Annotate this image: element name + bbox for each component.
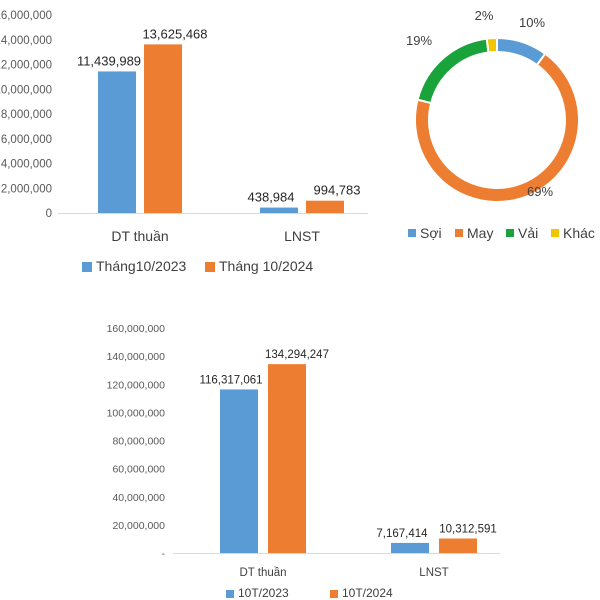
y-tick-label: 100,000,000 xyxy=(107,407,166,419)
data-label: 438,984 xyxy=(248,190,295,205)
x-category-label: DT thuần xyxy=(111,228,168,244)
bar-prev-1 xyxy=(391,542,429,553)
y-tick-label: 0 xyxy=(46,208,52,220)
legend-label: 10T/2023 xyxy=(238,586,289,600)
y-tick-label: 20,000,000 xyxy=(112,520,165,532)
y-tick-label: 10,000,000 xyxy=(0,84,52,96)
legend-swatch xyxy=(455,229,463,237)
legend-label: May xyxy=(467,225,493,241)
slice-percent-label: 69% xyxy=(527,184,553,199)
y-tick-label: 14,000,000 xyxy=(0,35,52,47)
bar-prev-0 xyxy=(98,71,136,213)
legend-swatch xyxy=(226,590,234,598)
bar-curr-0 xyxy=(268,364,306,553)
legend-label: Khác xyxy=(563,225,595,241)
y-tick-label: 60,000,000 xyxy=(112,464,165,476)
data-label: 13,625,468 xyxy=(142,26,207,41)
y-tick-label: 160,000,000 xyxy=(107,323,166,335)
donut-slice-3 xyxy=(485,36,498,54)
legend-swatch xyxy=(205,262,215,272)
ytd-bar-chart: 160,000,000 140,000,000 120,000,000 100,000… xyxy=(107,323,500,600)
slice-percent-label: 19% xyxy=(406,33,432,48)
y-tick-label: 80,000,000 xyxy=(112,436,165,448)
bar-curr-0 xyxy=(144,44,182,214)
bar-prev-1 xyxy=(260,207,298,213)
data-label: 11,439,989 xyxy=(77,53,141,68)
bar-curr-1 xyxy=(306,200,344,213)
y-tick-label: 12,000,000 xyxy=(0,60,52,72)
y-tick-label: 40,000,000 xyxy=(112,492,165,504)
y-tick-label: 8,000,000 xyxy=(1,109,52,121)
legend-swatch xyxy=(330,590,338,598)
donut-slice-1 xyxy=(414,52,580,203)
donut-slice-0 xyxy=(496,36,547,67)
x-category-label: LNST xyxy=(419,567,448,579)
legend-swatch xyxy=(82,262,92,272)
slice-percent-label: 10% xyxy=(519,15,545,30)
y-tick-label: 6,000,000 xyxy=(1,134,52,146)
segment-donut-chart: 10% 69% 19% 2% Sợi May Vải Khác xyxy=(406,8,595,241)
data-label: 994,783 xyxy=(314,183,361,198)
legend-label: Sợi xyxy=(420,225,442,241)
bar-curr-1 xyxy=(439,538,477,553)
bar-prev-0 xyxy=(220,389,258,553)
slice-percent-label: 2% xyxy=(475,8,494,23)
y-tick-label: 16,000,000 xyxy=(0,10,52,22)
legend-swatch xyxy=(408,229,416,237)
data-label: 134,294,247 xyxy=(265,349,329,361)
data-label: 10,312,591 xyxy=(439,523,497,535)
donut-slice-2 xyxy=(416,37,490,105)
y-tick-label: 4,000,000 xyxy=(1,159,52,171)
y-tick-label: 2,000,000 xyxy=(1,183,52,195)
legend-label: Tháng10/2023 xyxy=(96,258,187,274)
legend-label: Vải xyxy=(518,225,538,241)
data-label: 7,167,414 xyxy=(376,528,428,540)
data-label: 116,317,061 xyxy=(199,374,262,386)
legend-label: 10T/2024 xyxy=(342,586,393,600)
y-tick-label: 140,000,000 xyxy=(107,351,166,363)
y-tick-label: 120,000,000 xyxy=(107,379,166,391)
x-category-label: LNST xyxy=(284,228,320,244)
legend-label: Tháng 10/2024 xyxy=(219,258,313,274)
x-category-label: DT thuần xyxy=(239,567,286,579)
monthly-bar-chart: 16,000,000 14,000,000 12,000,000 10,000,000… xyxy=(0,10,368,274)
legend-swatch xyxy=(506,229,514,237)
legend-swatch xyxy=(551,229,559,237)
y-tick-label: - xyxy=(162,548,166,560)
